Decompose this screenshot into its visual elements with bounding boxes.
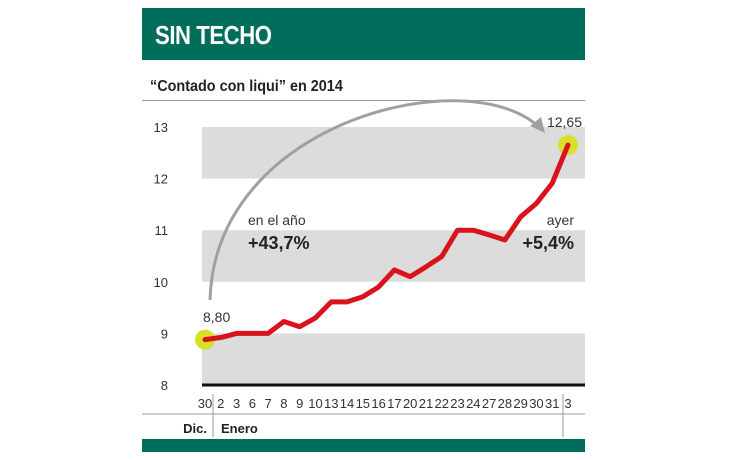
trend-arrow [208,99,542,301]
x-tick-label: 30 [529,396,543,411]
header-title: SIN TECHO [155,20,272,50]
month-label-enero: Enero [221,421,258,436]
series-line [202,142,571,343]
grid-band [202,127,585,179]
y-tick-label: 10 [154,275,168,290]
x-tick-label: 31 [545,396,559,411]
x-tick-label: 28 [498,396,512,411]
title-divider [142,100,585,101]
x-tick-label: 30 [198,396,212,411]
y-tick-label: 9 [161,326,168,341]
chart-title: “Contado con liqui” en 2014 [150,78,343,95]
x-tick-label: 20 [403,396,417,411]
year-change-label: en el año [248,212,306,228]
x-tick-label: 22 [435,396,449,411]
end-value-label: 12,65 [547,114,582,130]
start-value-label: 8,80 [203,309,230,325]
day-change-label: ayer [547,212,575,228]
x-tick-label: 8 [280,396,287,411]
y-tick-label: 8 [161,378,168,393]
month-label-dic: Dic. [183,421,207,436]
x-tick-label: 14 [340,396,354,411]
x-tick-label: 13 [324,396,338,411]
x-tick-label: 7 [265,396,272,411]
x-tick-label: 9 [296,396,303,411]
header-bar: SIN TECHO [142,8,585,60]
x-tick-label: 15 [356,396,370,411]
x-tick-label: 10 [308,396,322,411]
x-tick-label: 29 [513,396,527,411]
x-tick-label: 3 [233,396,240,411]
arrow-head-icon [530,117,545,133]
y-tick-label: 13 [154,120,168,135]
x-tick-label: 24 [466,396,480,411]
y-tick-label: 12 [154,172,168,187]
x-tick-label: 16 [371,396,385,411]
y-tick-label: 11 [155,223,169,238]
x-tick-label: 23 [450,396,464,411]
footer-bar [142,439,585,452]
year-change-value: +43,7% [248,233,310,253]
x-tick-label: 2 [217,396,224,411]
day-change-value: +5,4% [522,233,574,253]
x-tick-label: 3 [564,396,571,411]
x-tick-label: 17 [387,396,401,411]
grid-band [202,333,585,385]
x-tick-label: 27 [482,396,496,411]
x-tick-label: 21 [419,396,433,411]
x-tick-label: 6 [249,396,256,411]
